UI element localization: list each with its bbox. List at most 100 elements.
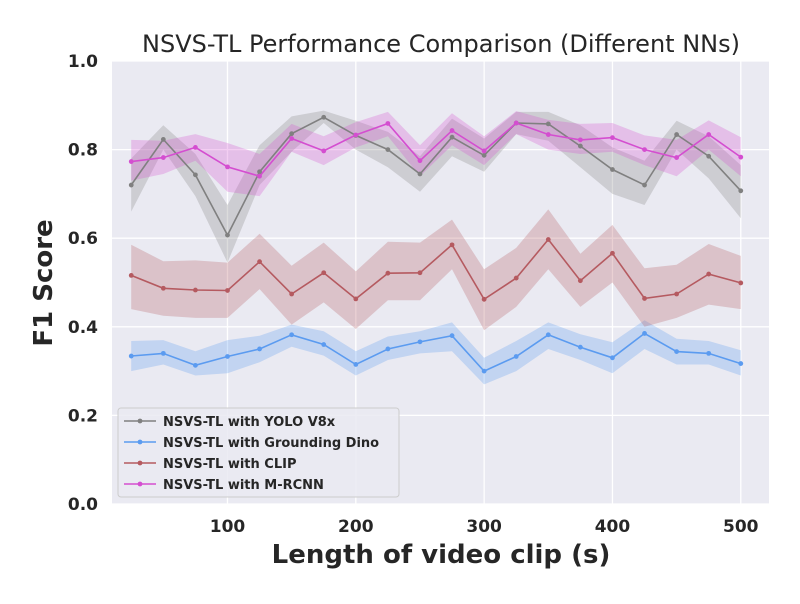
data-point-series-1 <box>449 333 455 339</box>
confidence-band-series-3 <box>131 111 741 197</box>
data-point-series-2 <box>481 296 487 302</box>
data-point-series-2 <box>128 273 134 278</box>
data-point-series-3 <box>738 154 744 160</box>
legend-swatch-marker <box>137 481 143 487</box>
confidence-band-series-2 <box>131 209 741 331</box>
data-point-series-0 <box>289 131 295 137</box>
data-point-series-0 <box>193 172 198 178</box>
data-point-series-1 <box>160 350 166 356</box>
data-point-series-2 <box>193 287 198 293</box>
data-point-series-1 <box>353 362 359 367</box>
chart-title: NSVS-TL Performance Comparison (Differen… <box>142 30 740 58</box>
data-point-series-1 <box>610 355 615 361</box>
data-point-series-2 <box>706 271 712 277</box>
y-tick-label: 0.6 <box>68 229 98 249</box>
tick-labels: 0.0 0.2 0.4 0.6 0.8 1.0 100 200 300 400 500 <box>68 52 759 537</box>
data-point-series-1 <box>128 353 134 359</box>
data-point-series-0 <box>577 143 583 149</box>
legend-label: NSVS-TL with CLIP <box>163 457 296 472</box>
legend: NSVS-TL with YOLO V8x NSVS-TL with Ground… <box>117 407 400 498</box>
data-point-series-3 <box>545 132 551 137</box>
x-tick-label: 100 <box>210 517 246 537</box>
data-point-series-2 <box>545 237 551 242</box>
data-point-series-2 <box>577 278 583 284</box>
data-point-series-0 <box>706 153 712 159</box>
data-point-series-3 <box>353 132 359 138</box>
legend-swatch-marker <box>137 418 143 424</box>
series-line-2 <box>130 238 742 301</box>
data-point-series-2 <box>642 296 647 301</box>
data-point-series-3 <box>610 135 615 141</box>
data-point-series-3 <box>193 144 198 150</box>
data-point-series-1 <box>706 350 712 356</box>
data-point-series-0 <box>385 147 391 153</box>
data-point-series-2 <box>257 259 262 265</box>
data-point-series-2 <box>513 275 519 281</box>
data-point-series-1 <box>289 332 295 338</box>
data-point-series-1 <box>738 361 744 366</box>
legend-box <box>117 407 400 498</box>
series-points <box>128 114 744 374</box>
x-tick-label: 300 <box>466 517 502 537</box>
data-point-series-3 <box>481 148 487 154</box>
data-point-series-0 <box>449 134 455 140</box>
data-point-series-3 <box>257 173 262 179</box>
data-point-series-0 <box>128 182 134 188</box>
legend-label: NSVS-TL with M-RCNN <box>163 478 324 493</box>
data-point-series-1 <box>545 332 551 338</box>
data-point-series-1 <box>513 354 519 359</box>
x-axis-label: Length of video clip (s) <box>272 540 611 570</box>
data-point-series-3 <box>417 158 423 164</box>
data-point-series-0 <box>642 182 647 188</box>
data-point-series-3 <box>449 128 455 133</box>
data-point-series-0 <box>321 114 327 120</box>
y-tick-label: 0.4 <box>68 318 98 338</box>
data-point-series-1 <box>481 368 487 374</box>
data-point-series-3 <box>706 132 712 137</box>
data-point-series-2 <box>417 270 423 276</box>
data-point-series-0 <box>417 171 423 177</box>
data-point-series-0 <box>257 169 262 175</box>
legend-label: NSVS-TL with YOLO V8x <box>163 415 336 430</box>
y-tick-label: 0.8 <box>68 141 98 161</box>
data-point-series-1 <box>385 346 391 352</box>
series-line-1 <box>131 332 742 373</box>
data-point-series-1 <box>642 331 647 336</box>
data-point-series-3 <box>674 155 680 160</box>
data-point-series-1 <box>321 342 327 347</box>
data-point-series-3 <box>513 120 519 126</box>
y-axis-label: F1 Score <box>29 219 59 346</box>
data-point-series-2 <box>225 288 230 293</box>
legend-label: NSVS-TL with Grounding Dino <box>163 436 379 451</box>
data-point-series-2 <box>289 291 295 297</box>
data-point-series-3 <box>225 164 230 170</box>
x-tick-label: 200 <box>338 517 374 537</box>
data-point-series-2 <box>610 250 615 256</box>
legend-swatch-marker <box>137 439 143 445</box>
data-point-series-3 <box>577 137 583 143</box>
data-point-series-0 <box>545 121 551 127</box>
y-tick-label: 0.0 <box>68 495 98 515</box>
data-point-series-0 <box>481 152 487 158</box>
data-point-series-3 <box>128 159 134 164</box>
data-point-series-1 <box>417 339 423 345</box>
data-point-series-3 <box>385 121 391 126</box>
data-point-series-1 <box>577 344 583 350</box>
x-tick-label: 400 <box>595 517 631 537</box>
data-point-series-1 <box>674 349 680 355</box>
legend-swatch-marker <box>137 460 143 466</box>
series-line-3 <box>131 122 742 178</box>
data-point-series-1 <box>193 362 198 368</box>
data-point-series-2 <box>160 285 166 291</box>
data-point-series-2 <box>674 291 680 297</box>
x-tick-label: 500 <box>723 517 759 537</box>
y-tick-label: 1.0 <box>68 52 98 72</box>
data-point-series-1 <box>257 346 262 352</box>
y-tick-label: 0.2 <box>68 406 98 426</box>
data-point-series-3 <box>321 148 327 154</box>
series-line-0 <box>130 116 742 237</box>
data-point-series-0 <box>674 132 680 137</box>
data-point-series-3 <box>289 136 295 141</box>
